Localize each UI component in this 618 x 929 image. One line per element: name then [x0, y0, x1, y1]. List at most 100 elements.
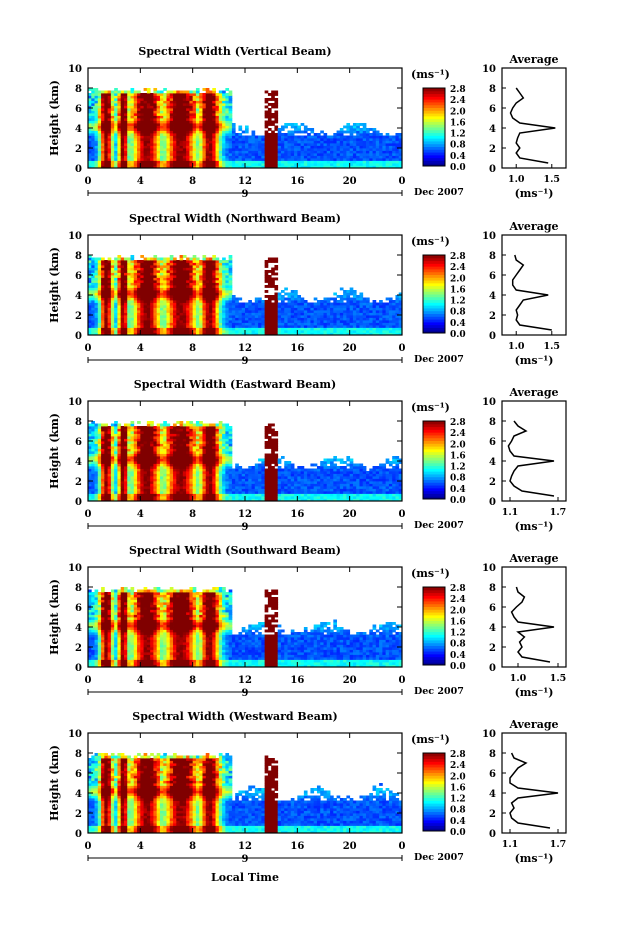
heatmap-cell — [225, 292, 230, 296]
heatmap-cell — [382, 143, 387, 146]
heatmap-cell — [110, 290, 115, 293]
heatmap-cell — [209, 98, 213, 101]
heatmap-cell — [316, 300, 321, 303]
heatmap-cell — [392, 165, 396, 169]
colorbar-swatch — [423, 88, 445, 92]
heatmap-cell — [287, 158, 292, 161]
heatmap-cell — [212, 292, 216, 296]
heatmap-cell — [218, 310, 223, 313]
heatmap-cell — [153, 267, 158, 271]
heatmap-cell — [94, 448, 99, 452]
heatmap-cell — [330, 148, 334, 151]
heatmap-cell — [225, 330, 230, 333]
heatmap-cell — [231, 140, 236, 144]
heatmap-cell — [277, 305, 282, 308]
heatmap-cell — [123, 128, 128, 131]
heatmap-cell — [195, 297, 200, 301]
heatmap-cell — [91, 123, 95, 126]
heatmap-cell — [209, 265, 213, 268]
colorbar-swatch — [423, 316, 445, 320]
heatmap-cell — [163, 163, 167, 166]
heatmap-cell — [173, 158, 177, 161]
heatmap-cell — [267, 123, 272, 126]
heatmap-cell — [101, 153, 105, 156]
heatmap-cell — [169, 312, 174, 316]
heatmap-cell — [127, 446, 131, 449]
heatmap-cell — [91, 280, 95, 283]
heatmap-cell — [379, 140, 383, 144]
heatmap-cell — [166, 100, 171, 104]
heatmap-cell — [303, 330, 308, 333]
heatmap-cell — [271, 282, 275, 286]
heatmap-cell — [228, 287, 233, 291]
heatmap-cell — [110, 466, 115, 469]
heatmap-cell — [94, 438, 99, 442]
profile-line — [511, 254, 552, 331]
heatmap-cell — [88, 473, 92, 477]
heatmap-cell — [218, 260, 223, 263]
heatmap-cell — [137, 103, 141, 106]
heatmap-cell — [159, 267, 164, 271]
heatmap-cell — [117, 287, 122, 291]
heatmap-cell — [159, 257, 164, 261]
heatmap-cell — [225, 160, 230, 164]
heatmap-cell — [290, 138, 295, 141]
heatmap-cell — [166, 125, 171, 129]
heatmap-cell — [110, 436, 115, 439]
heatmap-cell — [300, 330, 305, 333]
heatmap-cell — [326, 312, 331, 316]
heatmap-cell — [146, 265, 151, 268]
heatmap-cell — [300, 145, 305, 149]
heatmap-cell — [303, 130, 308, 134]
heatmap-cell — [97, 155, 102, 159]
heatmap-cell — [284, 307, 288, 311]
heatmap-cell — [150, 272, 154, 276]
heatmap-cell — [398, 140, 403, 144]
heatmap-cell — [284, 153, 288, 156]
heatmap-cell — [107, 456, 112, 459]
heatmap-cell — [179, 110, 184, 114]
heatmap-cell — [195, 277, 200, 281]
heatmap-cell — [395, 310, 400, 313]
heatmap-cell — [117, 148, 122, 151]
heatmap-cell — [186, 292, 190, 296]
heatmap-cell — [343, 292, 347, 296]
heatmap-cell — [346, 140, 351, 144]
heatmap-cell — [218, 158, 223, 161]
heatmap-cell — [225, 140, 230, 144]
heatmap-cell — [245, 130, 249, 134]
heatmap-cell — [137, 260, 141, 263]
heatmap-cell — [238, 315, 243, 318]
heatmap-cell — [153, 145, 158, 149]
heatmap-cell — [218, 272, 223, 276]
heatmap-cell — [359, 155, 364, 159]
heatmap-cell — [261, 160, 266, 164]
heatmap-cell — [94, 272, 99, 276]
heatmap-cell — [267, 310, 272, 313]
heatmap-cell — [169, 123, 174, 126]
heatmap-cell — [209, 93, 213, 96]
heatmap-cell — [88, 423, 92, 427]
heatmap-cell — [352, 307, 357, 311]
heatmap-cell — [303, 165, 308, 169]
heatmap-cell — [179, 103, 184, 106]
heatmap-cell — [228, 322, 233, 326]
heatmap-cell — [228, 320, 233, 323]
heatmap-cell — [123, 325, 128, 328]
heatmap-cell — [163, 275, 167, 278]
heatmap-cell — [231, 133, 236, 136]
heatmap-cell — [209, 100, 213, 104]
heatmap-cell — [310, 160, 315, 164]
heatmap-cell — [179, 260, 184, 263]
heatmap-cell — [107, 145, 112, 149]
heatmap-cell — [156, 163, 161, 166]
heatmap-cell — [310, 310, 315, 313]
heatmap-cell — [254, 317, 259, 321]
heatmap-cell — [215, 115, 220, 119]
heatmap-cell — [120, 463, 125, 467]
heatmap-cell — [123, 148, 128, 151]
heatmap-cell — [110, 310, 115, 313]
heatmap-cell — [284, 302, 288, 306]
heatmap-cell — [222, 322, 226, 326]
heatmap-cell — [271, 103, 275, 106]
